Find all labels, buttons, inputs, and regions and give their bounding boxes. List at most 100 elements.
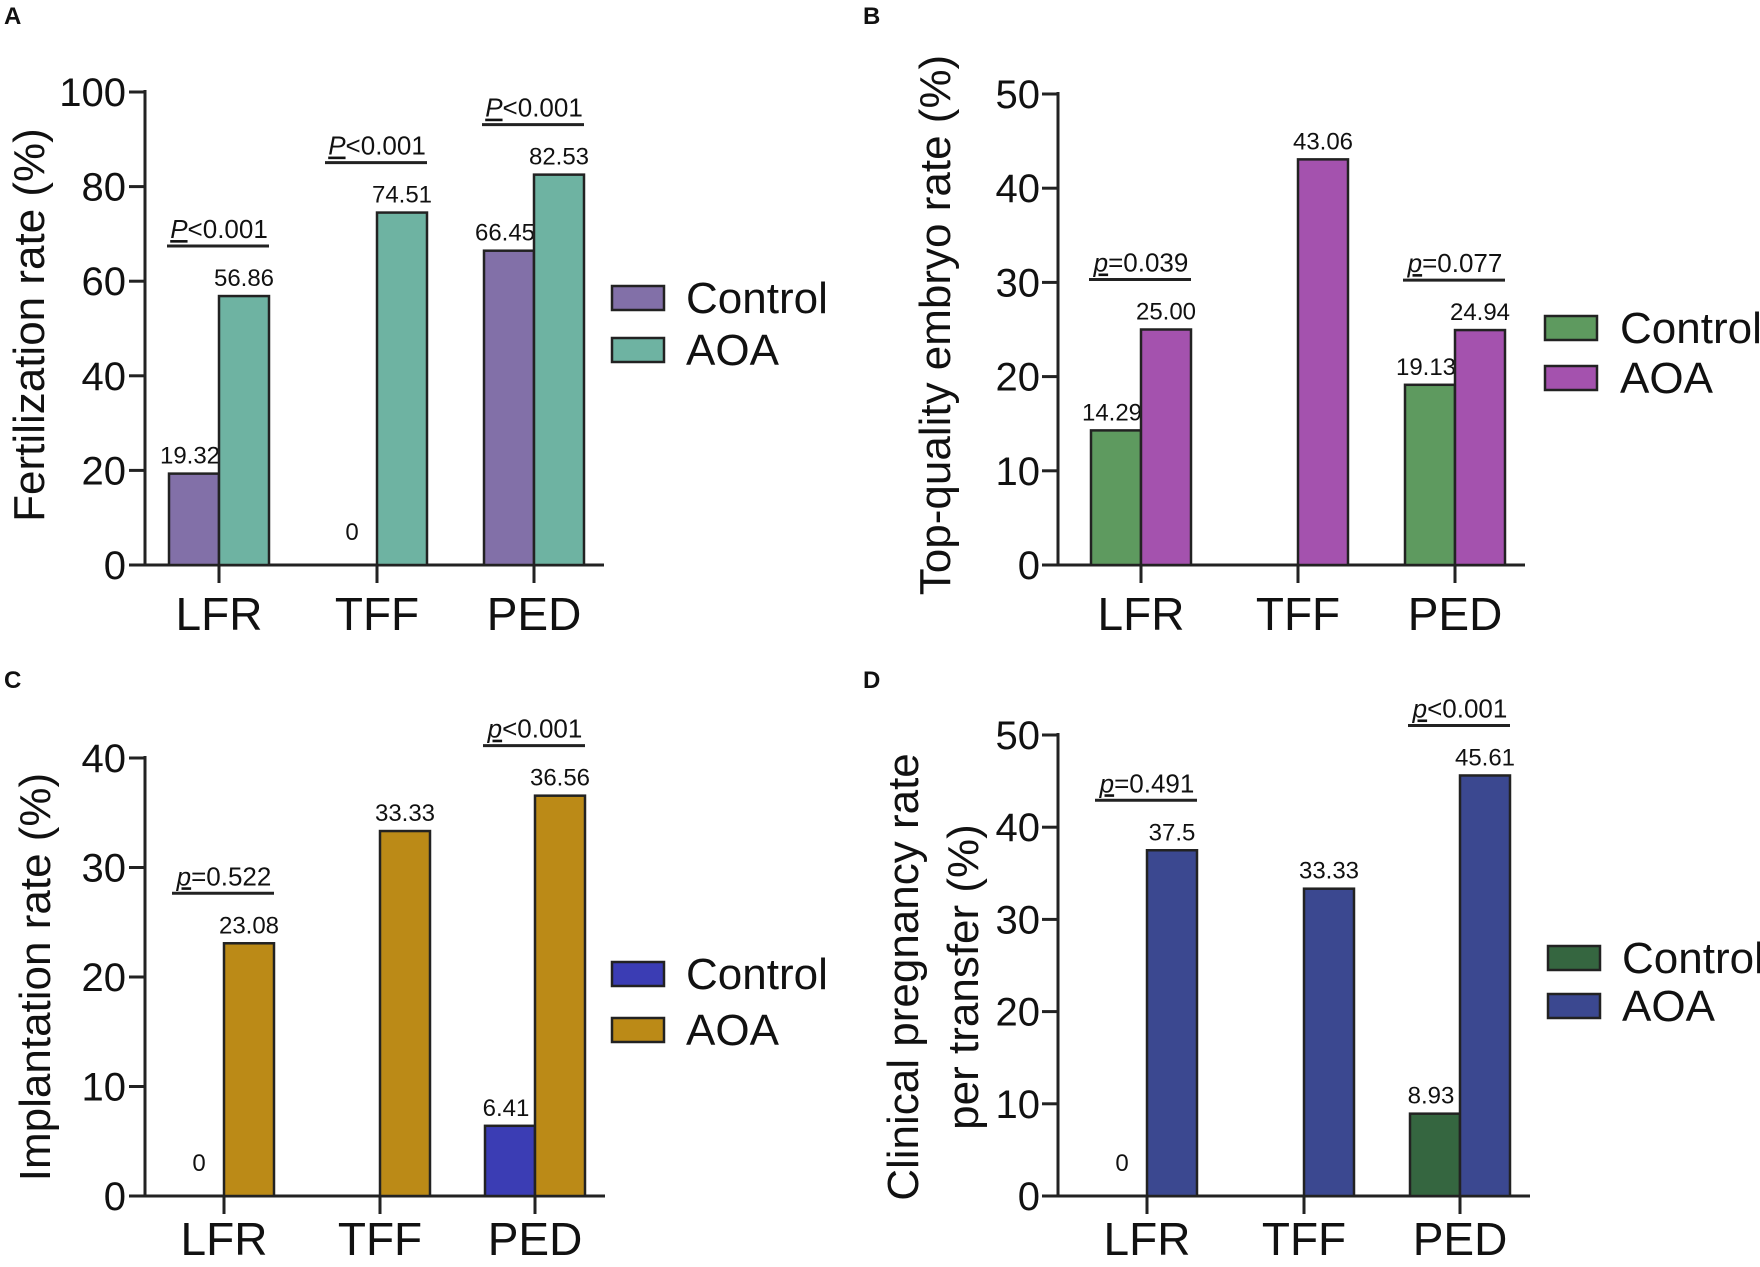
legend-label-aoa: AOA [1622, 982, 1716, 1031]
bar-aoa-lfr [222, 942, 276, 1198]
p-letter: p [1093, 248, 1108, 278]
value-label-control-ped: 19.13 [1396, 354, 1456, 381]
p-letter: P [485, 93, 503, 123]
x-tick-label: LFR [1104, 1213, 1191, 1265]
y-tick-label: 60 [82, 260, 127, 304]
legend-label-aoa: AOA [686, 1006, 780, 1055]
significance-label: P<0.001 [328, 131, 426, 161]
significance-label: p=0.522 [176, 861, 272, 891]
value-label-control-ped: 6.41 [483, 1095, 530, 1122]
value-label-control-ped: 66.45 [475, 220, 535, 247]
y-tick-label: 20 [82, 449, 127, 493]
p-value: <0.001 [188, 214, 268, 244]
p-value: <0.001 [502, 714, 582, 744]
y-axis-title: Implantation rate (%) [11, 773, 60, 1181]
x-tick-label: PED [1408, 588, 1503, 640]
legend-label-aoa: AOA [1620, 354, 1714, 403]
legend-label-control: Control [1620, 304, 1760, 353]
x-tick-label: LFR [176, 588, 263, 640]
x-tick-label: LFR [1098, 588, 1185, 640]
x-tick-label: LFR [181, 1213, 268, 1265]
y-tick-label: 10 [996, 450, 1041, 494]
legend-swatch-aoa [1546, 992, 1602, 1020]
p-letter: p [176, 861, 191, 891]
value-label-aoa-lfr: 23.08 [219, 912, 279, 939]
panel-letter: B [863, 3, 880, 30]
bar-aoa-tff [375, 211, 429, 567]
y-tick-label: 80 [82, 166, 127, 210]
x-tick-label: PED [487, 588, 582, 640]
y-tick-label: 0 [104, 1175, 126, 1219]
y-tick-label: 0 [104, 544, 126, 588]
x-tick-label: PED [488, 1213, 583, 1265]
value-label-aoa-ped: 24.94 [1450, 299, 1510, 326]
y-tick-label: 10 [996, 1083, 1041, 1127]
y-tick-label: 0 [1018, 544, 1040, 588]
panel-a: A 0 20 40 60 80 100 LFR TFF PED Fertilization rate… [4, 3, 828, 640]
p-value: <0.001 [503, 93, 583, 123]
legend-swatch-control [1546, 944, 1602, 972]
x-tick-label: TFF [338, 1213, 422, 1265]
legend-swatch-control [610, 284, 666, 312]
legend-swatch-aoa [610, 336, 666, 364]
y-tick-label: 30 [82, 847, 127, 891]
value-label-control-tff: 0 [345, 519, 358, 546]
p-value: <0.001 [346, 131, 426, 161]
significance-label: p<0.001 [1412, 693, 1508, 723]
bar-aoa-lfr [1145, 849, 1199, 1198]
legend-swatch-control [1543, 314, 1599, 342]
p-value: =0.077 [1422, 248, 1502, 278]
legend-swatch-aoa [610, 1016, 666, 1044]
bar-aoa-tff [1296, 158, 1350, 567]
value-label-aoa-ped: 36.56 [530, 765, 590, 792]
y-tick-label: 20 [996, 356, 1041, 400]
value-label-aoa-tff: 33.33 [1299, 858, 1359, 885]
panel-b: B 0 10 20 30 40 50 LFR TFF PED Top-quality embryo … [863, 3, 1760, 640]
y-tick-label: 30 [996, 261, 1041, 305]
p-value: =0.039 [1108, 248, 1188, 278]
p-letter: p [487, 714, 502, 744]
value-label-control-lfr: 14.29 [1082, 399, 1142, 426]
panel-c: C 0 10 20 30 40 LFR TFF PED Implantation rate (%)… [4, 667, 828, 1265]
y-axis-title-line2: per transfer (%) [939, 824, 988, 1130]
x-tick-label: TFF [1256, 588, 1340, 640]
p-letter: p [1412, 693, 1427, 723]
y-tick-label: 100 [59, 71, 126, 115]
value-label-aoa-tff: 43.06 [1293, 128, 1353, 155]
x-tick-label: TFF [335, 588, 419, 640]
panel-letter: D [863, 667, 880, 694]
bar-control-ped [483, 1124, 537, 1198]
y-axis-title-line1: Clinical pregnancy rate [879, 753, 928, 1201]
x-tick-label: PED [1413, 1213, 1508, 1265]
value-label-control-lfr: 0 [1115, 1150, 1128, 1177]
y-axis-title: Top-quality embryo rate (%) [911, 55, 960, 595]
legend-label-aoa: AOA [686, 326, 780, 375]
p-value: =0.522 [191, 861, 271, 891]
panel-letter: C [4, 667, 21, 694]
legend-label-control: Control [686, 274, 828, 323]
value-label-aoa-tff: 74.51 [372, 182, 432, 209]
y-tick-label: 20 [996, 991, 1041, 1035]
y-tick-label: 40 [82, 737, 127, 781]
y-tick-label: 20 [82, 956, 127, 1000]
y-tick-label: 10 [82, 1066, 127, 1110]
bar-control-lfr [1089, 429, 1143, 567]
bar-control-ped [1403, 383, 1457, 567]
significance-label: P<0.001 [485, 93, 583, 123]
value-label-control-ped: 8.93 [1408, 1083, 1455, 1110]
p-value: <0.001 [1427, 693, 1507, 723]
bar-control-lfr [167, 472, 221, 567]
y-tick-label: 40 [996, 806, 1041, 850]
value-label-aoa-tff: 33.33 [375, 800, 435, 827]
bar-control-ped [482, 249, 536, 567]
value-label-control-lfr: 0 [192, 1150, 205, 1177]
p-letter: p [1099, 768, 1114, 798]
y-tick-label: 30 [996, 898, 1041, 942]
p-letter: P [328, 131, 346, 161]
significance-label: p=0.491 [1099, 768, 1195, 798]
y-tick-label: 0 [1018, 1175, 1040, 1219]
legend-swatch-control [610, 960, 666, 988]
value-label-aoa-ped: 45.61 [1455, 744, 1515, 771]
significance-label: p<0.001 [487, 714, 583, 744]
legend-label-control: Control [686, 950, 828, 999]
